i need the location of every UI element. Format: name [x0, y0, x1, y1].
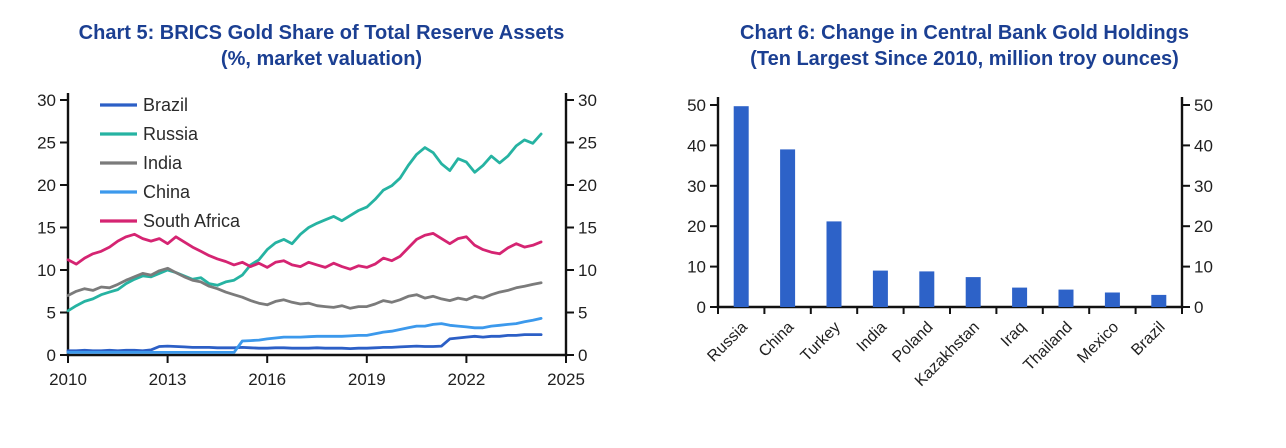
y-tick-label-right: 40: [1194, 136, 1213, 155]
y-tick-label-right: 30: [1194, 177, 1213, 196]
x-category-label-iraq: Iraq: [998, 319, 1030, 351]
y-tick-label-left: 30: [37, 91, 56, 110]
x-category-label-brazil: Brazil: [1128, 319, 1168, 359]
y-tick-label-left: 25: [37, 133, 56, 152]
axes: [60, 92, 574, 363]
y-tick-label-right: 10: [578, 261, 597, 280]
x-tick-label: 2010: [49, 370, 87, 389]
bar-mexico: [1104, 292, 1120, 307]
tick-labels: 0 0 10 10 20 20 30 30 40 40 50 50: [687, 96, 1213, 317]
chart6-title: Chart 6: Change in Central Bank Gold Hol…: [651, 20, 1278, 73]
bar-thailand: [1058, 289, 1074, 307]
series-line-china: [66, 316, 543, 354]
legend-label-brazil: Brazil: [143, 95, 188, 115]
chart6-bar-chart: 0 0 10 10 20 20 30 30 40 40 50 50 Russia China Turkey I…: [687, 96, 1213, 390]
y-tick-label-right: 20: [578, 176, 597, 195]
series-line-russia: [66, 132, 543, 312]
legend-label-south-africa: South Africa: [143, 211, 241, 231]
y-tick-label-right: 15: [578, 218, 597, 237]
series-line-south-africa: [66, 231, 543, 271]
y-tick-label-right: 5: [578, 303, 587, 322]
y-tick-label-right: 10: [1194, 257, 1213, 276]
chart5-panel: Chart 5: BRICS Gold Share of Total Reser…: [8, 20, 635, 389]
series-line-india: [66, 266, 543, 310]
legend-label-india: India: [143, 153, 183, 173]
y-tick-label-right: 50: [1194, 96, 1213, 115]
x-category-label-thailand: Thailand: [1020, 319, 1075, 374]
legend-label-china: China: [143, 182, 191, 202]
bars: [733, 105, 1167, 307]
chart6-panel: Chart 6: Change in Central Bank Gold Hol…: [643, 0, 1286, 448]
bar-russia: [733, 105, 749, 307]
x-category-label-mexico: Mexico: [1074, 319, 1122, 367]
y-tick-label-right: 0: [578, 346, 587, 365]
y-tick-label-left: 0: [697, 298, 706, 317]
x-tick-label: 2025: [547, 370, 585, 389]
chart5-title-line1: Chart 5: BRICS Gold Share of Total Reser…: [78, 22, 565, 44]
series-line-brazil: [66, 332, 543, 352]
y-tick-label-right: 0: [1194, 298, 1203, 317]
x-category-label-turkey: Turkey: [798, 319, 844, 365]
y-tick-label-left: 10: [687, 257, 706, 276]
bar-brazil: [1151, 294, 1167, 307]
y-tick-label-left: 5: [47, 303, 56, 322]
legend: Brazil Russia India China South Africa: [100, 95, 241, 231]
y-tick-label-left: 40: [687, 136, 706, 155]
chart6-title-line2: (Ten Largest Since 2010, million troy ou…: [750, 48, 1179, 71]
y-tick-label-left: 15: [37, 218, 56, 237]
y-tick-label-right: 25: [578, 133, 597, 152]
x-category-label-india: India: [854, 319, 891, 356]
bar-kazakhstan: [965, 276, 981, 307]
y-tick-label-right: 20: [1194, 217, 1213, 236]
series-lines: [66, 132, 543, 354]
bar-poland: [919, 271, 935, 307]
y-tick-label-right: 30: [578, 91, 597, 110]
x-tick-label: 2016: [248, 370, 286, 389]
chart5-title: Chart 5: BRICS Gold Share of Total Reser…: [8, 20, 635, 73]
y-tick-label-left: 30: [687, 177, 706, 196]
y-tick-label-left: 50: [687, 96, 706, 115]
x-category-label-china: China: [756, 319, 798, 361]
y-tick-label-left: 10: [37, 261, 56, 280]
bar-china: [780, 149, 796, 307]
legend-label-russia: Russia: [143, 124, 199, 144]
x-category-label-russia: Russia: [704, 319, 751, 366]
bar-iraq: [1012, 287, 1028, 307]
chart6-title-line1: Chart 6: Change in Central Bank Gold Hol…: [740, 22, 1189, 44]
y-tick-label-left: 20: [687, 217, 706, 236]
y-tick-label-left: 20: [37, 176, 56, 195]
bar-turkey: [826, 221, 842, 307]
x-tick-label: 2019: [348, 370, 386, 389]
chart5-title-line2: (%, market valuation): [220, 48, 423, 71]
y-tick-label-left: 0: [47, 346, 56, 365]
x-tick-label: 2013: [149, 370, 187, 389]
bar-india: [872, 270, 888, 307]
x-tick-label: 2022: [447, 370, 485, 389]
